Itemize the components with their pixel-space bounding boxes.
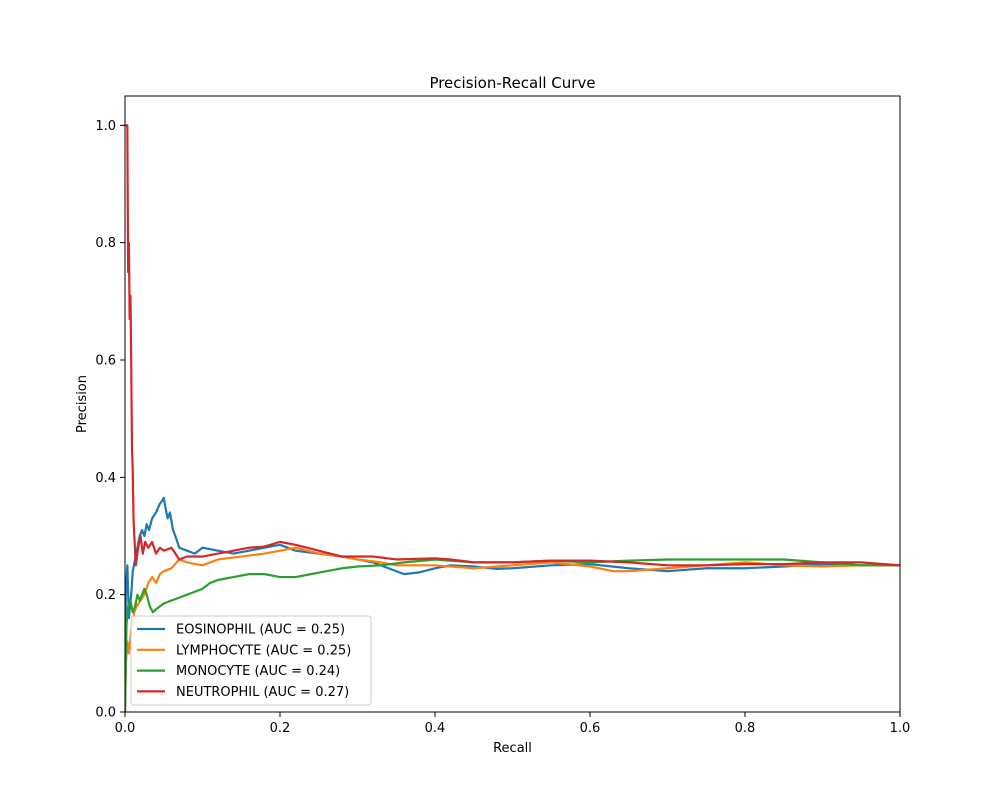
x-tick-label: 0.8 xyxy=(735,721,756,736)
x-tick-label: 0.2 xyxy=(270,721,291,736)
x-tick-label: 0.4 xyxy=(425,721,446,736)
x-tick-label: 1.0 xyxy=(890,721,911,736)
y-tick-label: 0.2 xyxy=(95,588,116,603)
series-lines xyxy=(125,124,901,713)
axis-ticks: 0.0 0.2 0.4 0.6 0.8 1.0 0.0 0.2 0.4 0.6 0.8 1.0 xyxy=(95,119,910,736)
legend-label-0: EOSINOPHIL (AUC = 0.25) xyxy=(176,623,345,638)
legend: EOSINOPHIL (AUC = 0.25) LYMPHOCYTE (AUC =… xyxy=(130,615,372,706)
x-axis-label: Recall xyxy=(493,741,532,756)
y-tick-label: 1.0 xyxy=(95,119,116,134)
series-line-0 xyxy=(125,496,900,713)
legend-label-2: MONOCYTE (AUC = 0.24) xyxy=(176,664,340,679)
legend-label-1: LYMPHOCYTE (AUC = 0.25) xyxy=(176,643,351,658)
legend-label-3: NEUTROPHIL (AUC = 0.27) xyxy=(176,685,349,700)
y-axis-label: Precision xyxy=(75,375,90,433)
series-line-3 xyxy=(125,124,901,567)
chart-title: Precision-Recall Curve xyxy=(429,74,595,92)
plot-frame xyxy=(124,95,901,713)
y-tick-label: 0.8 xyxy=(95,236,116,251)
x-tick-label: 0.0 xyxy=(115,721,136,736)
y-tick-label: 0.6 xyxy=(95,354,116,369)
x-tick-label: 0.6 xyxy=(580,721,601,736)
legend-box xyxy=(130,615,372,706)
y-tick-label: 0.0 xyxy=(95,706,116,721)
y-tick-label: 0.4 xyxy=(95,471,116,486)
